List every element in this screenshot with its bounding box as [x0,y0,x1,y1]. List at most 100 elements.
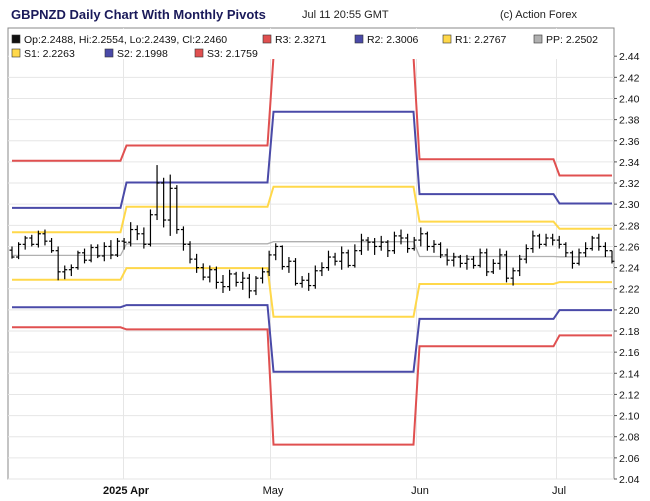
ohlc-bar [299,276,305,288]
y-axis: 2.04 2.06 2.08 2.10 2.12 2.14 2.16 2.18 2.20 2.22… [614,51,640,486]
ohlc-bar [154,165,160,221]
ohlc-bar [161,177,167,228]
ohlc-bar [88,244,94,263]
legend-label: R2: 2.3006 [367,34,419,46]
legend-label: S1: 2.2263 [24,48,75,60]
legend-label: S2: 2.1998 [117,48,168,60]
ohlc-bar [556,235,562,249]
y-tick-label: 2.06 [619,453,640,465]
ohlc-bar [550,233,556,246]
x-tick-label: May [263,485,284,497]
pivot-line-s1 [12,267,612,318]
ohlc-bar [312,265,318,289]
ohlc-bar [213,266,219,289]
chart-credit: (c) Action Forex [500,9,578,21]
ohlc-bar [207,265,213,283]
pivot-line-s3 [12,326,612,446]
pivot-line-r2 [12,110,612,209]
ohlc-bar [42,229,48,246]
ohlc-bar [517,254,523,277]
ohlc-bar [108,240,114,260]
ohlc-bar [411,236,417,251]
ohlc-bar [405,233,411,253]
ohlc-bar [180,226,186,251]
ohlc-bar [35,230,41,248]
ohlc-bar [279,245,285,270]
x-tick-label: Jun [411,485,429,497]
ohlc-bar [609,250,615,264]
y-tick-label: 2.42 [619,72,640,84]
ohlc-bar [569,250,575,269]
y-tick-label: 2.12 [619,389,640,401]
ohlc-bar [325,250,331,271]
ohlc-bar [260,267,266,284]
ohlc-bar [128,222,134,247]
x-tick-label: Jul [552,485,566,497]
y-tick-label: 2.08 [619,432,640,444]
ohlc-bar [220,274,226,293]
legend-swatch [104,48,114,58]
ohlc-bar [372,238,378,255]
ohlc-bar [114,238,120,258]
ohlc-bar [451,252,457,267]
ohlc-bar [536,233,542,249]
y-tick-label: 2.20 [619,305,640,317]
ohlc-bar [589,235,595,251]
ohlc-bar [286,257,292,273]
legend-swatch [354,34,364,44]
ohlc-bar [484,248,490,277]
legend: Op:2.2488, Hi:2.2554, Lo:2.2439, Cl:2.24… [9,29,613,60]
ohlc-bar [82,248,88,264]
x-tick-label: 2025 Apr [103,485,150,497]
ohlc-bar [391,231,397,254]
ohlc-bar [266,250,272,277]
ohlc-bar [358,233,364,255]
y-tick-label: 2.44 [619,51,640,63]
ohlc-bar [471,255,477,269]
price-bars [9,165,615,299]
ohlc-bar [55,246,61,281]
ohlc-bar [602,242,608,258]
ohlc-bar [167,174,173,236]
y-tick-label: 2.10 [619,411,640,423]
ohlc-bar [141,227,147,249]
ohlc-bar [510,267,516,286]
y-tick-label: 2.16 [619,347,640,359]
ohlc-bar [306,272,312,291]
ohlc-bar [134,225,140,241]
ohlc-bar [332,252,338,266]
grid-lines [8,28,614,480]
y-tick-label: 2.24 [619,263,640,275]
ohlc-bar [101,242,107,262]
y-tick-label: 2.28 [619,220,640,232]
ohlc-bar [293,258,299,286]
ohlc-bar [95,244,101,259]
legend-swatch [194,48,204,58]
legend-swatch [262,34,272,44]
ohlc-bar [530,230,536,253]
legend-swatch [533,34,543,44]
ohlc-bar [497,248,503,270]
ohlc-bar [352,244,358,268]
ohlc-bar [576,248,582,266]
y-tick-label: 2.30 [619,199,640,211]
y-tick-label: 2.04 [619,474,640,486]
ohlc-bar [438,242,444,259]
legend-label: PP: 2.2502 [546,34,598,46]
ohlc-bar [29,234,35,247]
pivot-line-r1 [12,185,612,234]
y-tick-label: 2.18 [619,326,640,338]
y-tick-label: 2.36 [619,136,640,148]
ohlc-bar [464,254,470,270]
ohlc-bar [339,246,345,270]
ohlc-bar [424,231,430,251]
ohlc-bar [523,244,529,264]
ohlc-bar [187,241,193,264]
ohlc-bar [418,227,424,247]
ohlc-bar [49,238,55,253]
y-tick-label: 2.34 [619,157,640,169]
ohlc-bar [246,273,252,299]
ohlc-bar [504,250,510,283]
ohlc-bar [253,276,259,296]
